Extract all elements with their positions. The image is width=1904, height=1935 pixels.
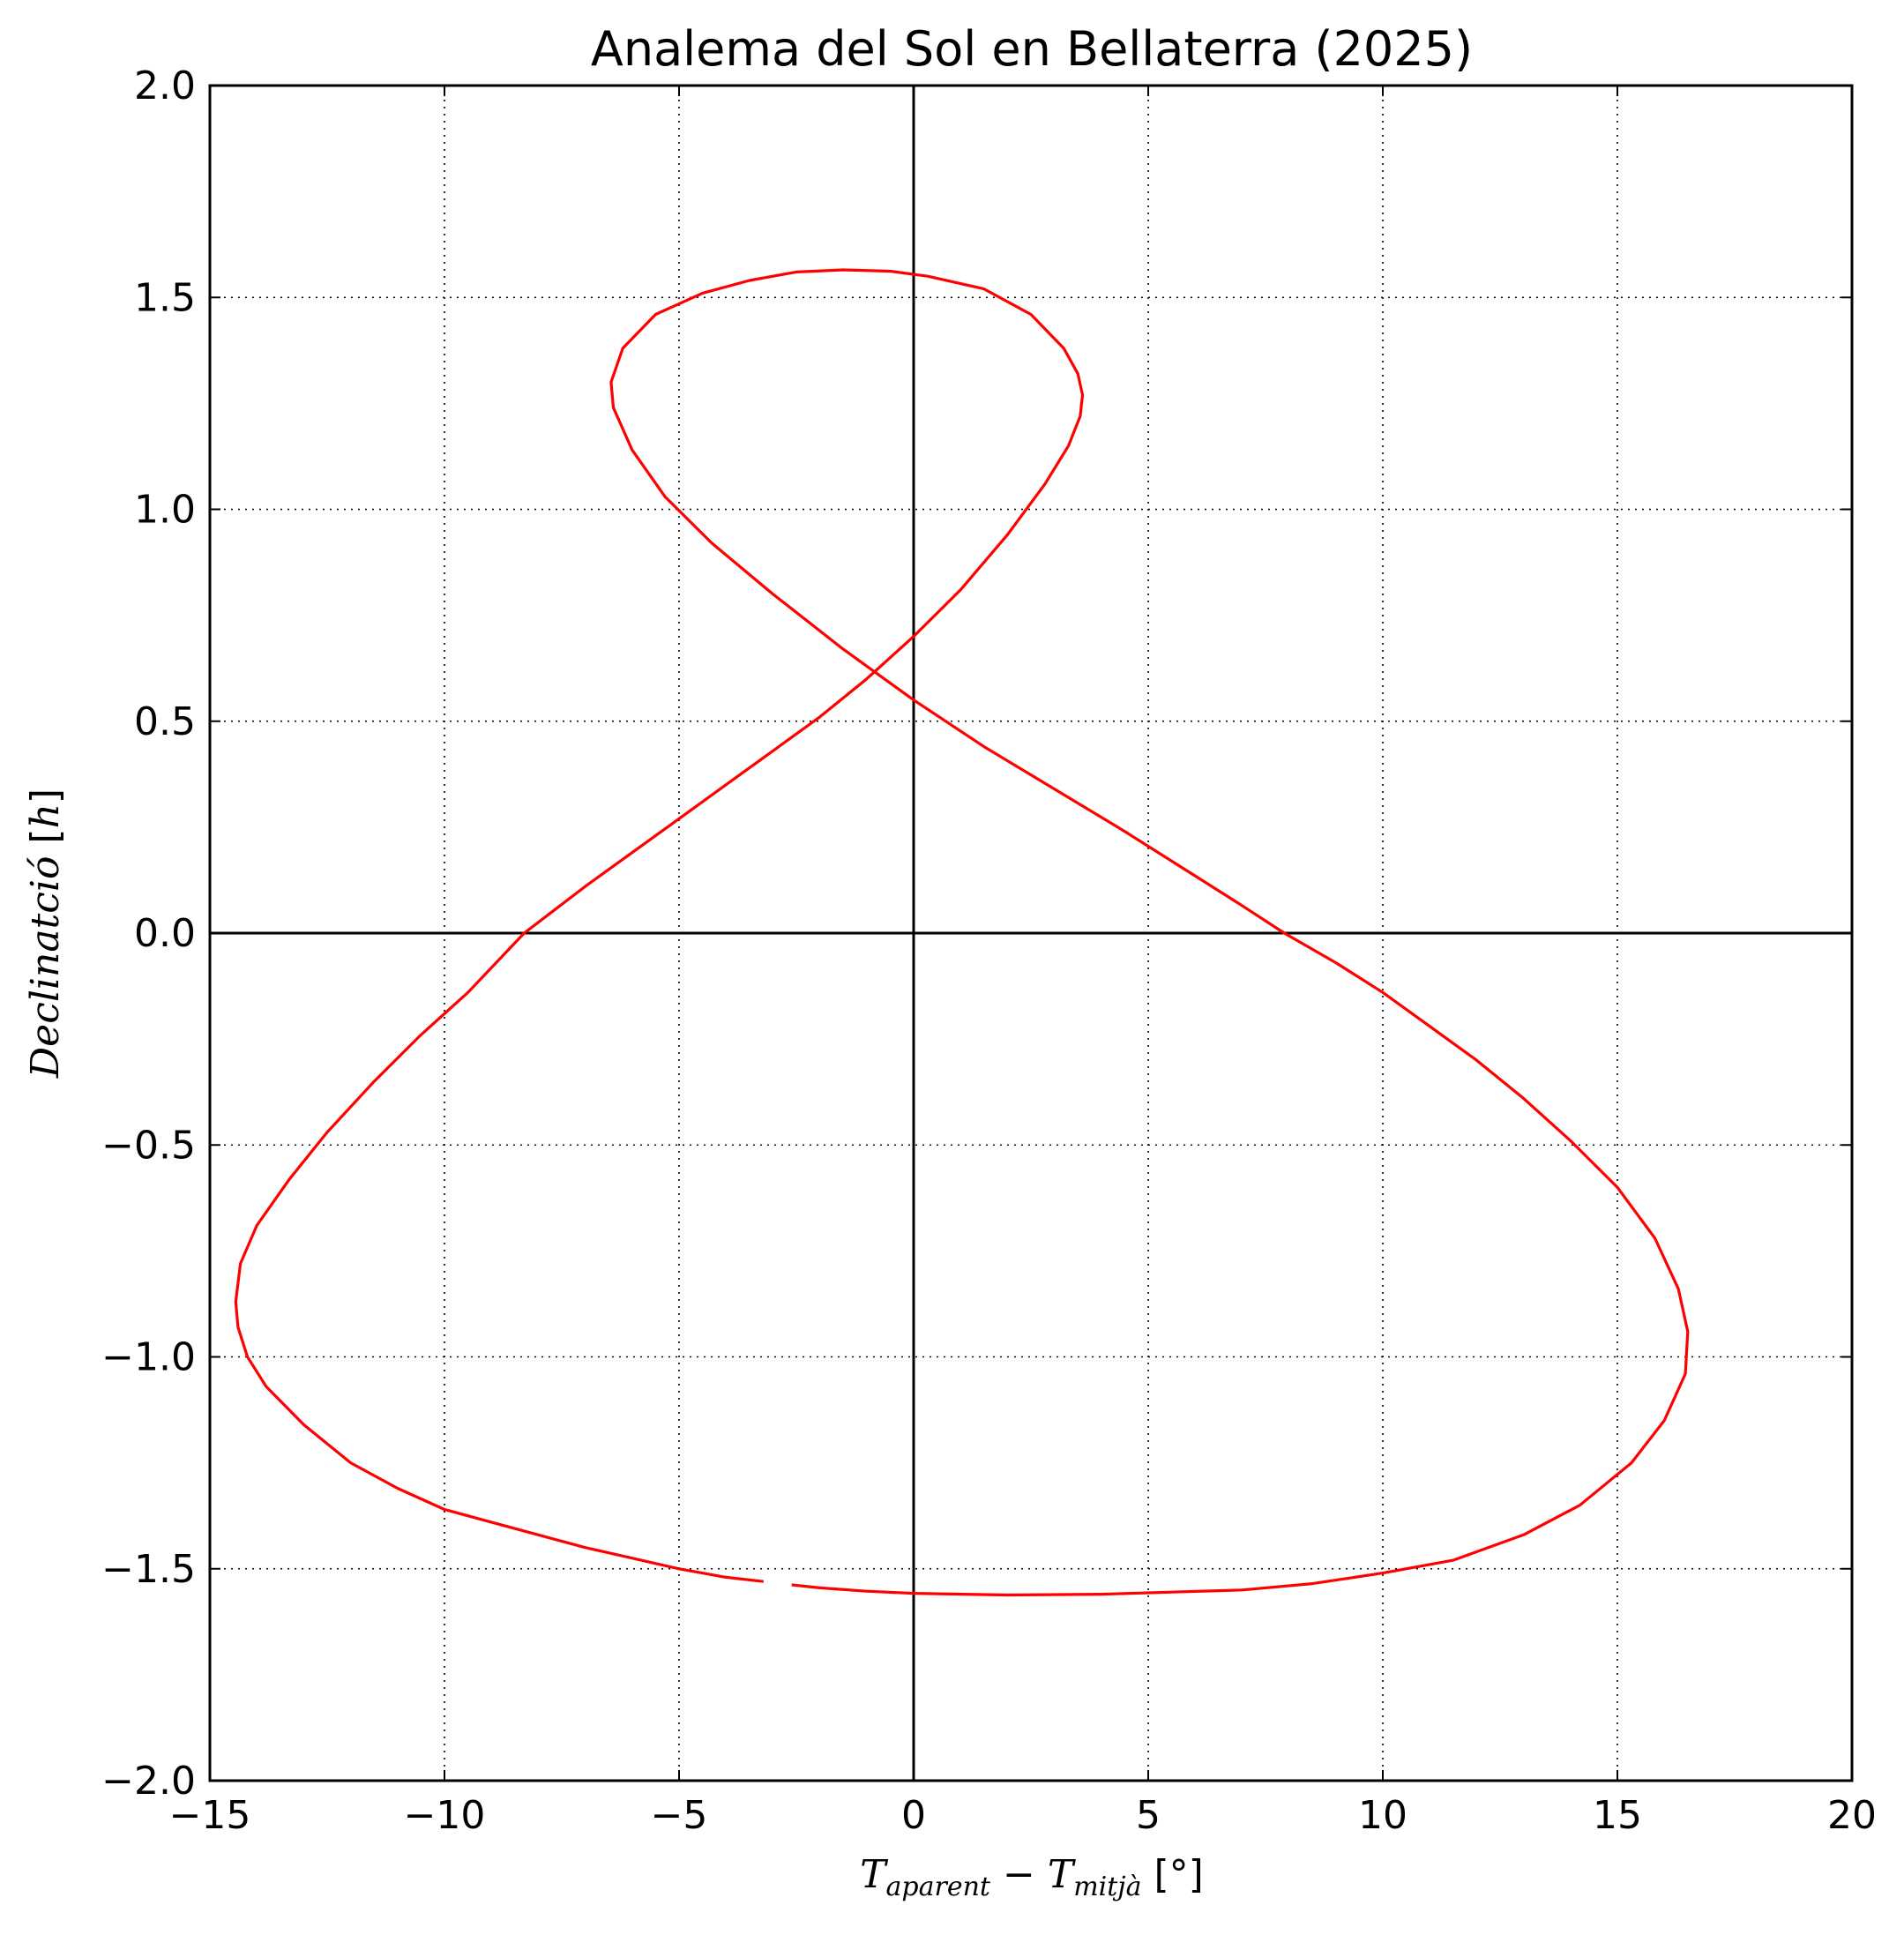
y-axis-label: Declinatció [h]	[23, 788, 68, 1079]
y-axis-label-part: Declinatció	[23, 856, 68, 1080]
chart-title: Analema del Sol en Bellaterra (2025)	[591, 21, 1473, 77]
tick-layer: −15 −10 −5 0 5 10 15 20 −2.0 −1.5 −1.0 −0.5 0.0 0.5 1.…	[101, 64, 1877, 1838]
x-tick-label: −10	[404, 1793, 486, 1838]
x-tick-label: 0	[901, 1793, 926, 1838]
x-tick-label: 15	[1593, 1793, 1642, 1838]
y-tick-label: −0.5	[101, 1123, 196, 1168]
y-tick-label: −1.0	[101, 1335, 196, 1380]
y-tick-label: 0.0	[134, 911, 196, 956]
x-axis-label-part: T	[860, 1852, 889, 1897]
zero-lines	[210, 86, 1852, 1781]
y-axis-label-part: h	[23, 803, 68, 828]
x-tick-label: 10	[1358, 1793, 1407, 1838]
x-tick-label: 5	[1136, 1793, 1161, 1838]
y-tick-label: 1.5	[134, 275, 196, 320]
x-axis-label-part: T	[1048, 1852, 1077, 1897]
y-tick-label: −1.5	[101, 1547, 196, 1592]
series-line	[234, 268, 1690, 1597]
y-axis-label-part: [	[23, 828, 68, 855]
x-axis-label-part: −	[990, 1852, 1048, 1897]
x-tick-label: −15	[169, 1793, 251, 1838]
y-tick-label: −2.0	[101, 1759, 196, 1804]
x-tick-label: −5	[651, 1793, 708, 1838]
x-axis-label-part: aparent	[886, 1871, 991, 1902]
x-axis-label-part: [°]	[1141, 1852, 1203, 1897]
x-axis-label-part: mitjà	[1073, 1871, 1141, 1902]
x-tick-label: 20	[1827, 1793, 1877, 1838]
y-tick-label: 1.0	[134, 488, 196, 533]
y-axis-label-part: ]	[23, 788, 68, 803]
x-axis-label: Taparent − Tmitjà [°]	[860, 1852, 1204, 1902]
y-tick-label: 0.5	[134, 699, 196, 744]
y-tick-label: 2.0	[134, 64, 196, 108]
series-layer	[234, 268, 1690, 1597]
